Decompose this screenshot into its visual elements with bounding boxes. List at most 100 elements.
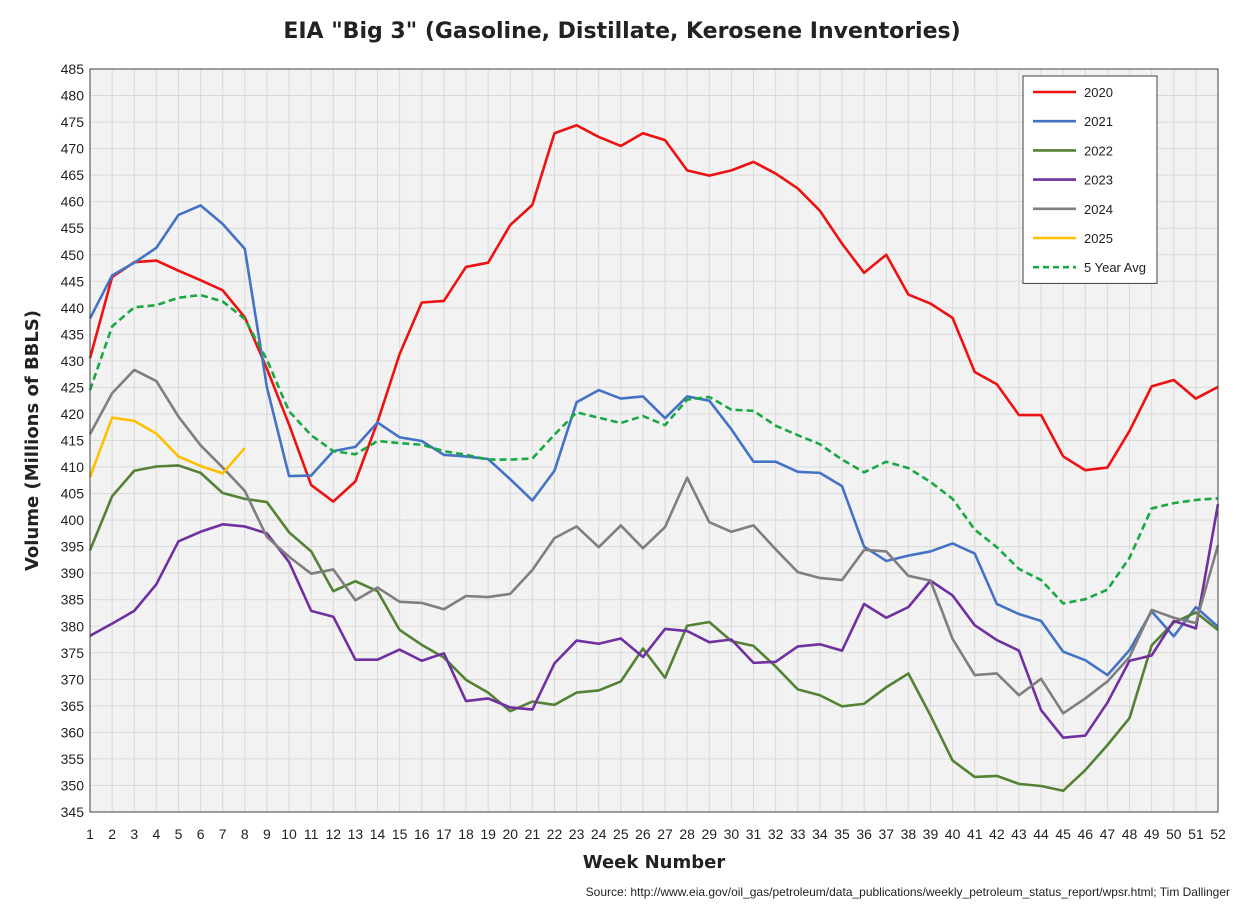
x-tick-label: 28 [679,826,695,842]
x-tick-label: 47 [1100,826,1116,842]
x-tick-label: 40 [945,826,961,842]
legend-label: 5 Year Avg [1084,260,1146,275]
x-tick-label: 24 [591,826,607,842]
x-tick-label: 51 [1188,826,1204,842]
x-tick-label: 13 [348,826,364,842]
x-tick-label: 46 [1078,826,1094,842]
y-tick-label: 485 [61,61,85,77]
y-tick-label: 480 [61,88,85,104]
legend-label: 2024 [1084,202,1113,217]
x-tick-label: 15 [392,826,408,842]
y-tick-label: 405 [61,486,85,502]
x-tick-label: 30 [724,826,740,842]
y-tick-label: 380 [61,618,85,634]
series-line-2022 [88,464,1219,793]
y-tick-label: 440 [61,300,85,316]
x-tick-label: 32 [768,826,784,842]
source-note: Source: http://www.eia.gov/oil_gas/petro… [586,885,1230,899]
legend-label: 2023 [1084,173,1113,188]
y-tick-label: 385 [61,592,85,608]
x-tick-label: 10 [281,826,297,842]
x-tick-label: 4 [152,826,160,842]
x-tick-label: 6 [197,826,205,842]
y-tick-label: 415 [61,433,85,449]
series-line-2025 [88,416,246,478]
y-tick-label: 350 [61,777,85,793]
x-tick-label: 3 [130,826,138,842]
x-tick-label: 49 [1144,826,1160,842]
x-tick-label: 12 [326,826,342,842]
y-tick-label: 470 [61,141,85,157]
plot-border [89,68,1219,813]
x-tick-label: 18 [458,826,474,842]
x-tick-label: 50 [1166,826,1182,842]
x-tick-label: 41 [967,826,983,842]
x-tick-labels: 1 2 3 4 5 6 7 8 9 10 11 12 13 14 15 16 17 18 19 20 21 22 23 24 2… [86,826,1226,842]
y-tick-label: 455 [61,220,85,236]
x-tick-label: 31 [746,826,762,842]
x-tick-label: 20 [502,826,518,842]
series-line-2020 [88,123,1219,503]
x-tick-label: 23 [569,826,585,842]
y-tick-label: 445 [61,273,85,289]
y-tick-label: 360 [61,724,85,740]
x-tick-label: 34 [812,826,828,842]
x-tick-label: 36 [856,826,872,842]
x-tick-label: 45 [1055,826,1071,842]
chart-title: EIA "Big 3" (Gasoline, Distillate, Keros… [283,19,960,44]
series-line-5-year-avg [88,293,1219,605]
y-tick-label: 370 [61,671,85,687]
x-tick-label: 44 [1033,826,1049,842]
x-tick-label: 8 [241,826,249,842]
y-axis-title: Volume (Millions of BBLS) [22,310,43,571]
x-tick-label: 48 [1122,826,1138,842]
y-tick-label: 420 [61,406,85,422]
x-tick-label: 38 [901,826,917,842]
y-tick-label: 375 [61,645,85,661]
x-tick-label: 27 [657,826,673,842]
legend-label: 2021 [1084,114,1113,129]
y-tick-label: 390 [61,565,85,581]
legend-label: 2020 [1084,85,1113,100]
x-tick-label: 43 [1011,826,1027,842]
x-tick-label: 42 [989,826,1005,842]
y-tick-label: 345 [61,804,85,820]
y-tick-label: 435 [61,326,85,342]
y-tick-label: 410 [61,459,85,475]
x-tick-label: 1 [86,826,94,842]
y-tick-label: 365 [61,698,85,714]
x-tick-label: 5 [175,826,183,842]
y-tick-label: 395 [61,539,85,555]
x-tick-label: 21 [525,826,541,842]
x-tick-label: 11 [304,826,319,842]
x-tick-label: 17 [436,826,452,842]
y-tick-label: 460 [61,194,85,210]
x-tick-label: 37 [878,826,894,842]
y-tick-label: 475 [61,114,85,130]
legend: 2020 2021 2022 2023 2024 2025 5 Year Avg [1022,75,1158,284]
x-tick-label: 22 [547,826,563,842]
y-tick-label: 425 [61,379,85,395]
x-tick-label: 39 [923,826,939,842]
series-line-2024 [88,368,1220,715]
y-tick-label: 465 [61,167,85,183]
y-tick-label: 355 [61,751,85,767]
x-tick-label: 33 [790,826,806,842]
x-tick-label: 2 [108,826,116,842]
y-tick-labels: 345 350 355 360 365 370 375 380 385 390 395 400 405 4… [61,61,85,820]
x-tick-label: 35 [834,826,850,842]
legend-label: 2022 [1084,143,1113,158]
x-tick-label: 52 [1210,826,1226,842]
y-tick-label: 430 [61,353,85,369]
y-tick-label: 450 [61,247,85,263]
x-tick-label: 26 [635,826,651,842]
x-tick-label: 7 [219,826,227,842]
x-tick-label: 25 [613,826,629,842]
series-lines [88,123,1220,793]
x-tick-label: 16 [414,826,430,842]
y-tick-label: 400 [61,512,85,528]
x-axis-title: Week Number [583,852,726,873]
x-tick-label: 29 [702,826,718,842]
